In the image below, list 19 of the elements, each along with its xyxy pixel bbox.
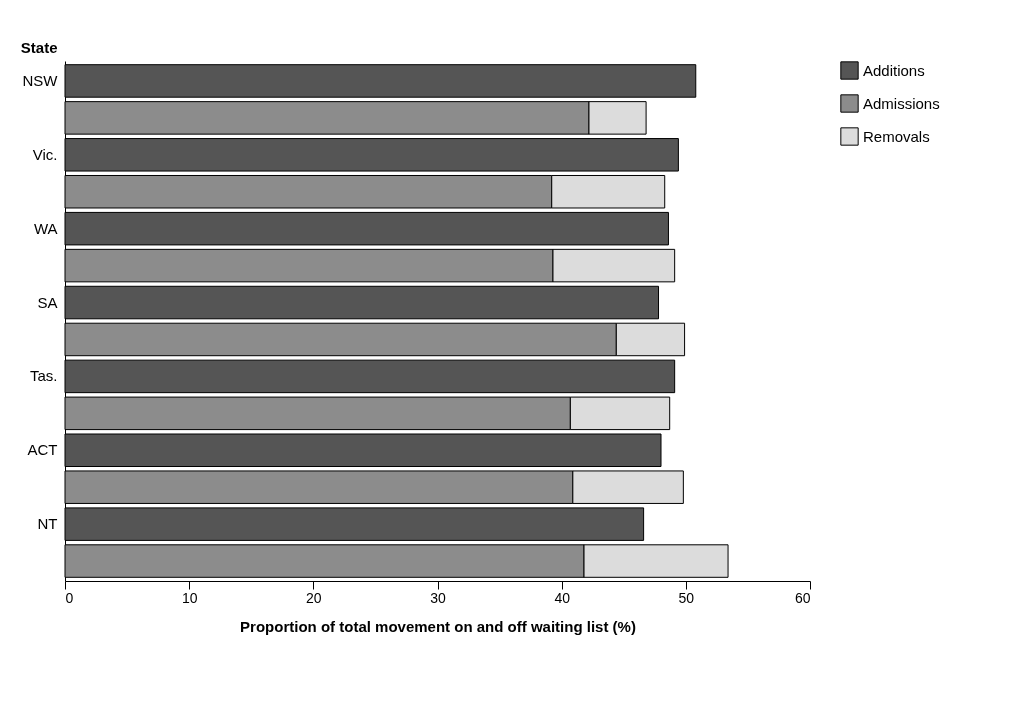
y-tick-label: NSW: [22, 71, 59, 89]
legend-label: Admissions: [863, 94, 940, 112]
x-tick-label: 40: [554, 589, 571, 606]
y-tick-label: SA: [37, 293, 58, 311]
legend-label: Additions: [863, 61, 925, 79]
y-axis-title: State: [20, 38, 58, 56]
x-tick-label: 60: [794, 589, 811, 606]
x-tick-label: 20: [306, 589, 322, 606]
y-tick-label: Tas.: [29, 367, 58, 385]
y-tick-label: Vic.: [32, 145, 58, 163]
y-tick-label: ACT: [27, 441, 58, 459]
x-axis-title: Proportion of total movement on and off waiting list (%): [240, 617, 636, 635]
y-tick-label: NT: [37, 515, 58, 533]
x-tick-label: 0: [65, 589, 74, 606]
x-tick-label: 50: [678, 589, 695, 606]
x-tick-label: 30: [430, 589, 446, 606]
y-tick-label: WA: [33, 219, 58, 237]
legend-label: Removals: [863, 127, 930, 145]
x-tick-label: 10: [181, 589, 198, 606]
